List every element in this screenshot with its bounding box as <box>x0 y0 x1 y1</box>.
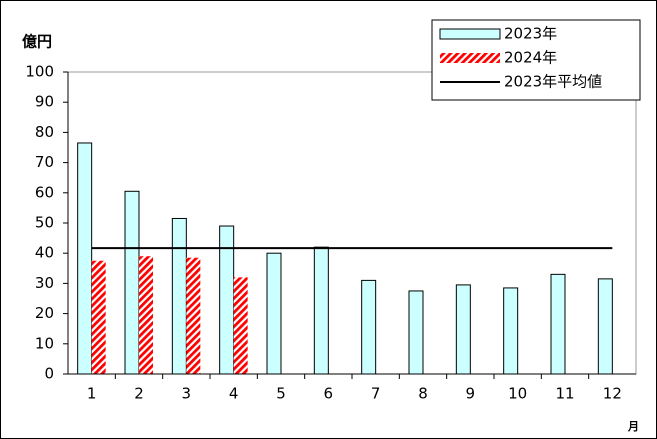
bar <box>171 217 187 375</box>
legend-swatch <box>440 53 500 63</box>
legend-label: 2023年平均値 <box>504 73 602 91</box>
x-tick-label: 12 <box>603 385 622 403</box>
y-tick-label: 60 <box>35 183 54 201</box>
bar <box>455 284 471 375</box>
x-tick-label: 8 <box>418 385 428 403</box>
y-tick-label: 50 <box>35 214 54 232</box>
legend-swatch <box>439 28 501 40</box>
y-tick-label: 30 <box>35 274 54 292</box>
bar <box>186 257 201 374</box>
x-tick-label: 1 <box>87 385 97 403</box>
x-tick-label: 10 <box>508 385 527 403</box>
bar <box>124 190 140 375</box>
y-tick-label: 100 <box>25 63 54 81</box>
bar <box>550 273 566 375</box>
legend-label: 2023年 <box>504 25 557 43</box>
x-axis-label: 月 <box>627 420 639 433</box>
bar <box>233 277 248 374</box>
x-tick-label: 7 <box>371 385 381 403</box>
y-axis-label: 億円 <box>22 33 52 51</box>
y-tick-label: 10 <box>35 334 54 352</box>
bar <box>361 279 377 375</box>
y-tick-label: 0 <box>44 365 54 383</box>
y-tick-label: 70 <box>35 153 54 171</box>
x-tick-label: 11 <box>555 385 574 403</box>
x-tick-label: 9 <box>466 385 476 403</box>
bar <box>408 290 424 375</box>
legend-label: 2024年 <box>504 49 557 67</box>
y-tick-label: 80 <box>35 123 54 141</box>
bar <box>503 287 519 375</box>
bar <box>266 252 282 375</box>
bar <box>139 256 153 374</box>
x-tick-label: 4 <box>229 385 239 403</box>
y-tick-label: 20 <box>35 304 54 322</box>
x-tick-label: 6 <box>324 385 334 403</box>
bar <box>91 260 106 374</box>
x-tick-label: 5 <box>276 385 286 403</box>
bar <box>313 246 329 375</box>
y-tick-label: 90 <box>35 93 54 111</box>
x-tick-label: 3 <box>182 385 192 403</box>
bar <box>597 278 613 375</box>
y-tick-label: 40 <box>35 244 54 262</box>
bar <box>77 142 93 375</box>
x-tick-label: 2 <box>134 385 144 403</box>
